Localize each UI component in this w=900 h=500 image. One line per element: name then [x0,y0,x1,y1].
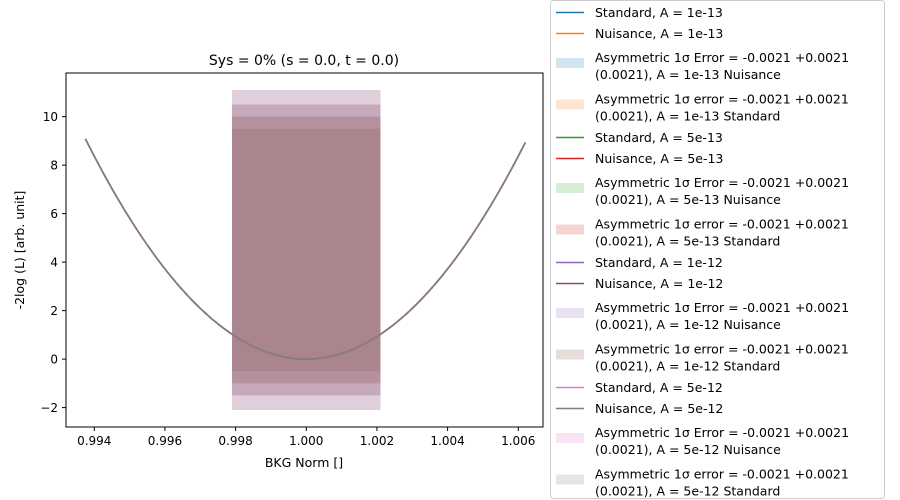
y-tick-label: 6 [50,207,58,221]
y-tick-label: 10 [43,110,58,124]
plot-frame [65,72,544,428]
legend-entry-label: Asymmetric 1σ Error = -0.0021 +0.0021 [595,425,849,440]
legend-entry-label: Asymmetric 1σ Error = -0.0021 +0.0021 [595,175,849,190]
legend-entry-label: (0.0021), A = 5e-12 Standard [595,484,780,499]
y-tick-label: 8 [50,159,58,173]
legend-entry-label: (0.0021), A = 1e-12 Nuisance [595,317,781,332]
error-band-8 [232,89,381,411]
error-band-5 [232,104,381,396]
y-tick-label: 0 [50,353,58,367]
legend-entry-label: (0.0021), A = 1e-13 Standard [595,109,780,124]
legend-entry-label: Asymmetric 1σ error = -0.0021 +0.0021 [595,217,849,232]
error-band-6 [232,104,381,396]
y-axis-label: -2log (L) [arb. unit] [12,191,27,310]
error-band-3 [232,116,381,384]
legend-band-swatch [556,349,584,360]
error-band-1 [232,128,381,372]
legend-entry-label: Asymmetric 1σ error = -0.0021 +0.0021 [595,92,849,107]
legend-entry-label: Nuisance, A = 1e-13 [595,26,723,41]
y-tick-label: −2 [40,401,58,415]
legend-band-swatch [556,308,584,318]
curve-line-8 [84,138,526,360]
legend-entry-label: Standard, A = 1e-12 [595,255,723,270]
x-axis: 0.994 0.996 0.998 1.000 1.002 1.004 1.006 [77,427,535,448]
legend-entry-label: Asymmetric 1σ error = -0.0021 +0.0021 [595,467,849,482]
legend-entry-label: Asymmetric 1σ Error = -0.0021 +0.0021 [595,300,849,315]
x-tick-label: 0.996 [148,434,182,448]
x-axis-label: BKG Norm [] [265,455,343,470]
legend-entry-label: (0.0021), A = 1e-12 Standard [595,359,780,374]
legend-frame [550,0,885,499]
legend: Standard, A = 1e-13 Nuisance, A = 1e-13 As… [550,0,885,499]
error-band-4 [232,116,381,384]
legend-band-swatch [556,474,584,485]
legend-band-swatch [556,99,584,110]
legend-entry-label: Nuisance, A = 1e-12 [595,276,723,291]
error-bands [232,89,381,411]
legend-entry-label: Standard, A = 1e-13 [595,5,723,20]
y-axis: −2 0 2 4 6 8 10 [40,110,66,415]
x-tick-label: 0.998 [218,434,252,448]
legend-band-swatch [556,58,584,68]
y-tick-label: 4 [50,256,58,270]
x-tick-label: 1.000 [289,434,323,448]
legend-entry-label: Asymmetric 1σ Error = -0.0021 +0.0021 [595,50,849,65]
chart-title: Sys = 0% (s = 0.0, t = 0.0) [209,53,399,69]
legend-entry-label: Standard, A = 5e-13 [595,130,723,145]
legend-band-swatch [556,224,584,235]
legend-band-swatch [556,433,584,443]
x-tick-label: 0.994 [77,434,111,448]
legend-entry-label: (0.0021), A = 1e-13 Nuisance [595,67,781,82]
legend-entry-label: (0.0021), A = 5e-13 Nuisance [595,192,781,207]
x-tick-label: 1.006 [501,434,535,448]
x-tick-label: 1.002 [360,434,394,448]
legend-entry-label: Asymmetric 1σ error = -0.0021 +0.0021 [595,342,849,357]
legend-entry-label: Standard, A = 5e-12 [595,380,723,395]
y-tick-label: 2 [50,304,58,318]
error-band-2 [232,128,381,372]
error-band-7 [232,89,381,411]
legend-entry-label: Nuisance, A = 5e-13 [595,151,723,166]
x-tick-label: 1.004 [430,434,464,448]
legend-band-swatch [556,183,584,193]
legend-entry-label: (0.0021), A = 5e-12 Nuisance [595,442,781,457]
legend-entry-label: Nuisance, A = 5e-12 [595,401,723,416]
legend-entry-label: (0.0021), A = 5e-13 Standard [595,234,780,249]
likelihood-curves [84,138,526,360]
